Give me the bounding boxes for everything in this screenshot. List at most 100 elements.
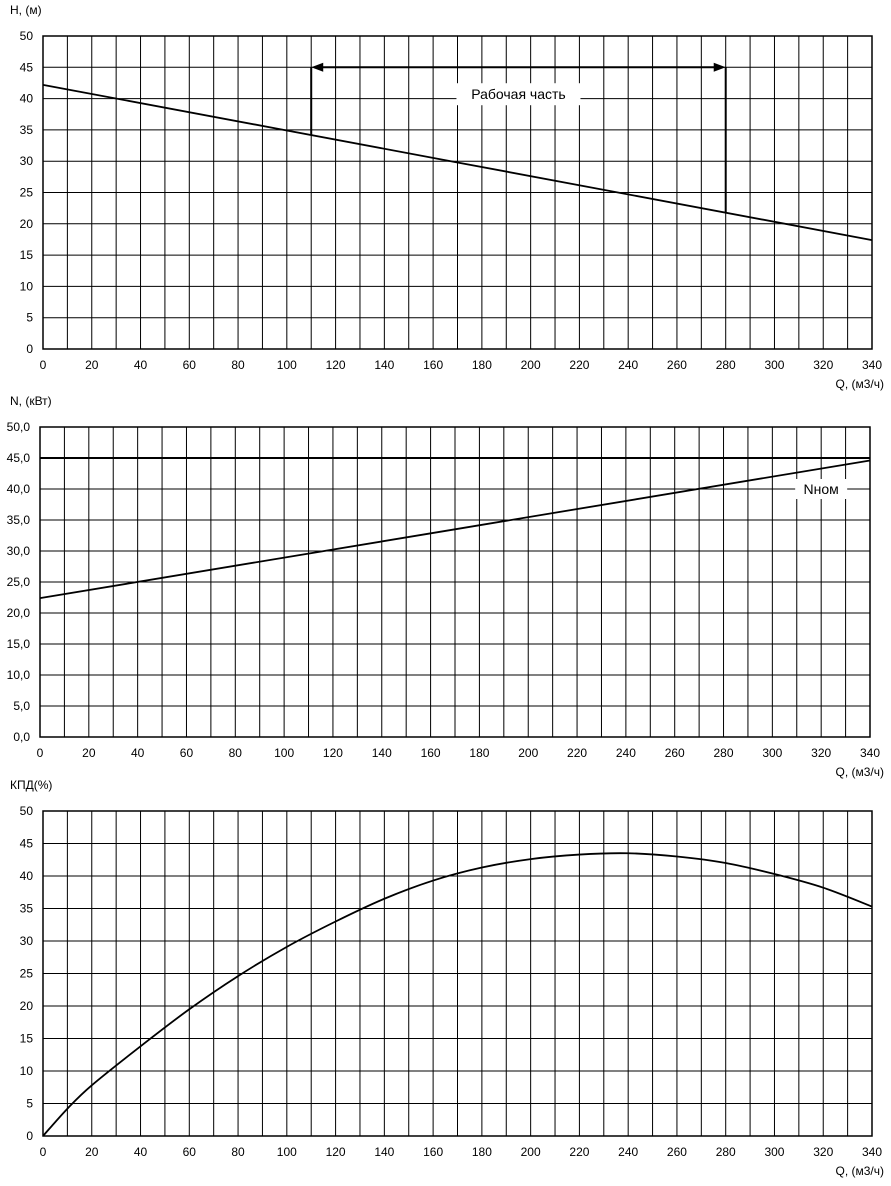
- plot-frame: [39, 426, 871, 738]
- x-tick-label: 100: [277, 1145, 297, 1159]
- x-tick-label: 320: [813, 1145, 833, 1159]
- y-tick-label: 30: [20, 154, 34, 168]
- x-tick-label: 0: [40, 1145, 47, 1159]
- y-tick-label: 35,0: [7, 513, 31, 527]
- y-tick-label: 10,0: [7, 668, 31, 682]
- x-tick-label: 120: [326, 1145, 346, 1159]
- y-tick-label: 40: [20, 869, 34, 883]
- y-tick-label: 25,0: [7, 575, 31, 589]
- y-tick-label: 35: [20, 902, 34, 916]
- x-axis-title: Q, (м3/ч): [835, 1164, 884, 1178]
- y-tick-label: 35: [20, 123, 34, 137]
- x-tick-label: 60: [183, 358, 197, 372]
- x-tick-label: 20: [85, 358, 99, 372]
- x-tick-label: 140: [372, 746, 392, 760]
- series-line: [39, 459, 871, 600]
- y-tick-label: 30: [20, 934, 34, 948]
- x-tick-label: 20: [82, 746, 96, 760]
- x-tick-label: 140: [374, 358, 394, 372]
- x-tick-label: 180: [472, 1145, 492, 1159]
- x-tick-label: 60: [180, 746, 194, 760]
- x-tick-label: 120: [323, 746, 343, 760]
- x-tick-label: 240: [618, 1145, 638, 1159]
- x-tick-label: 40: [131, 746, 145, 760]
- x-tick-label: 40: [134, 358, 148, 372]
- x-tick-label: 340: [860, 746, 880, 760]
- y-tick-label: 30,0: [7, 544, 31, 558]
- x-tick-label: 200: [518, 746, 538, 760]
- x-tick-label: 80: [231, 1145, 245, 1159]
- y-axis-title: КПД(%): [10, 778, 52, 792]
- y-tick-label: 45: [20, 837, 34, 851]
- x-tick-label: 260: [667, 1145, 687, 1159]
- y-tick-label: 0: [26, 1129, 33, 1143]
- x-tick-label: 300: [764, 358, 784, 372]
- working-range-label-bg: [456, 83, 581, 106]
- chart-1: 0 20 40 60 80 100 120 140 160 180 200 220 240 260 280 3…: [10, 3, 884, 391]
- y-axis-title: H, (м): [10, 3, 42, 17]
- y-tick-label: 50: [20, 29, 34, 43]
- series-line: [42, 852, 873, 1137]
- x-tick-label: 80: [229, 746, 243, 760]
- y-tick-label: 10: [20, 1064, 34, 1078]
- nominal-power-label-bg: [795, 479, 848, 499]
- x-tick-label: 200: [521, 358, 541, 372]
- x-tick-label: 160: [421, 746, 441, 760]
- y-tick-label: 10: [20, 279, 34, 293]
- y-tick-label: 20,0: [7, 606, 31, 620]
- x-tick-label: 140: [374, 1145, 394, 1159]
- y-tick-label: 25: [20, 186, 34, 200]
- x-tick-label: 220: [567, 746, 587, 760]
- series-line: [42, 83, 873, 241]
- arrow-head-left: [311, 62, 324, 72]
- x-tick-label: 340: [862, 1145, 882, 1159]
- y-tick-label: 5: [26, 311, 33, 325]
- x-tick-label: 240: [618, 358, 638, 372]
- x-tick-label: 300: [764, 1145, 784, 1159]
- x-axis-title: Q, (м3/ч): [835, 765, 884, 779]
- y-tick-label: 0: [26, 342, 33, 356]
- x-tick-label: 120: [326, 358, 346, 372]
- y-tick-label: 45: [20, 60, 34, 74]
- x-tick-label: 160: [423, 358, 443, 372]
- x-tick-label: 0: [37, 746, 44, 760]
- x-tick-label: 200: [521, 1145, 541, 1159]
- x-tick-label: 40: [134, 1145, 148, 1159]
- y-tick-label: 15,0: [7, 637, 31, 651]
- x-tick-label: 180: [472, 358, 492, 372]
- y-tick-label: 5: [26, 1097, 33, 1111]
- y-tick-label: 20: [20, 999, 34, 1013]
- x-tick-label: 280: [716, 358, 736, 372]
- x-tick-label: 220: [569, 1145, 589, 1159]
- x-tick-label: 300: [762, 746, 782, 760]
- x-tick-label: 260: [667, 358, 687, 372]
- chart-3: 0 20 40 60 80 100 120 140 160 180 200 220 240 260 280 3…: [10, 778, 884, 1178]
- chart-2: 0 20 40 60 80 100 120 140 160 180 200 220 240 260 280 3…: [7, 394, 884, 779]
- x-tick-label: 180: [469, 746, 489, 760]
- x-tick-label: 340: [862, 358, 882, 372]
- x-tick-label: 20: [85, 1145, 99, 1159]
- x-tick-label: 320: [813, 358, 833, 372]
- y-tick-label: 50: [20, 804, 34, 818]
- y-tick-label: 40,0: [7, 482, 31, 496]
- plot-frame: [42, 35, 873, 350]
- y-tick-label: 40: [20, 92, 34, 106]
- nominal-power-label: Nном: [804, 481, 839, 497]
- y-tick-label: 50,0: [7, 420, 31, 434]
- x-axis-title: Q, (м3/ч): [835, 377, 884, 391]
- y-tick-label: 15: [20, 1032, 34, 1046]
- y-tick-label: 20: [20, 217, 34, 231]
- x-tick-label: 280: [714, 746, 734, 760]
- x-tick-label: 60: [183, 1145, 197, 1159]
- y-tick-label: 25: [20, 967, 34, 981]
- y-tick-label: 15: [20, 248, 34, 262]
- x-tick-label: 100: [277, 358, 297, 372]
- x-tick-label: 220: [569, 358, 589, 372]
- x-tick-label: 80: [231, 358, 245, 372]
- arrow-head-right: [713, 62, 726, 72]
- x-tick-label: 240: [616, 746, 636, 760]
- x-tick-label: 260: [665, 746, 685, 760]
- x-tick-label: 280: [716, 1145, 736, 1159]
- x-tick-label: 320: [811, 746, 831, 760]
- working-range-label: Рабочая часть: [471, 86, 566, 102]
